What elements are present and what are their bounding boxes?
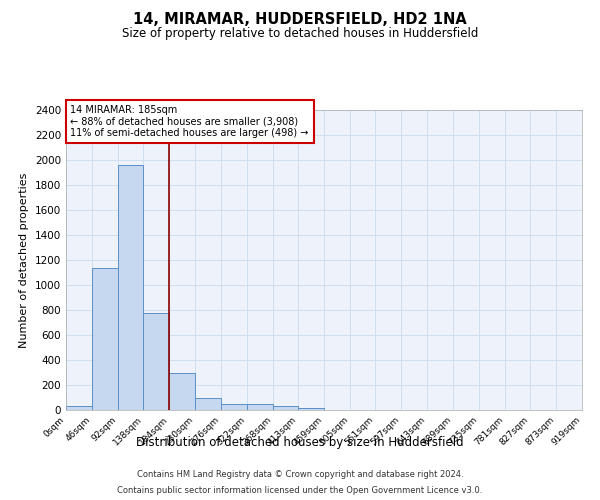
Bar — [92, 268, 118, 410]
Bar — [195, 398, 221, 410]
Text: Distribution of detached houses by size in Huddersfield: Distribution of detached houses by size … — [136, 436, 464, 449]
Bar — [298, 408, 324, 410]
Bar — [169, 372, 195, 410]
Text: Contains public sector information licensed under the Open Government Licence v3: Contains public sector information licen… — [118, 486, 482, 495]
Bar — [118, 165, 143, 410]
Text: 14, MIRAMAR, HUDDERSFIELD, HD2 1NA: 14, MIRAMAR, HUDDERSFIELD, HD2 1NA — [133, 12, 467, 28]
Text: Size of property relative to detached houses in Huddersfield: Size of property relative to detached ho… — [122, 28, 478, 40]
Bar — [221, 404, 247, 410]
Bar — [66, 406, 92, 410]
Bar — [143, 313, 169, 410]
Bar — [272, 406, 298, 410]
Y-axis label: Number of detached properties: Number of detached properties — [19, 172, 29, 348]
Text: Contains HM Land Registry data © Crown copyright and database right 2024.: Contains HM Land Registry data © Crown c… — [137, 470, 463, 479]
Text: 14 MIRAMAR: 185sqm
← 88% of detached houses are smaller (3,908)
11% of semi-deta: 14 MIRAMAR: 185sqm ← 88% of detached hou… — [70, 104, 309, 138]
Bar — [247, 404, 272, 410]
